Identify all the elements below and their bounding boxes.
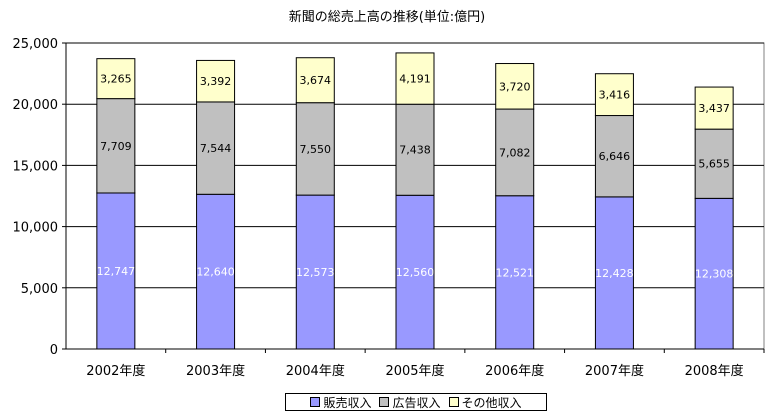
data-label: 7,082: [499, 146, 531, 159]
bar-segment: [395, 52, 435, 105]
data-label: 12,308: [695, 268, 734, 281]
y-tick-label: 10,000: [13, 221, 59, 236]
x-tick-label: 2002年度: [86, 363, 145, 379]
bar-segment: [196, 59, 236, 103]
bar-segment: [96, 98, 136, 194]
y-tick-label: 20,000: [13, 98, 59, 113]
legend-label-other: その他収入: [461, 395, 522, 410]
data-label: 3,674: [300, 74, 332, 87]
data-label: 3,720: [499, 80, 531, 93]
data-label: 12,747: [97, 265, 136, 278]
chart-title: 新聞の総売上高の推移(単位:億円): [288, 10, 486, 25]
bar-segment: [395, 103, 435, 196]
bar-segment: [594, 73, 634, 117]
data-label: 3,265: [100, 73, 132, 86]
data-label: 12,640: [196, 266, 235, 279]
data-label: 7,438: [399, 144, 431, 157]
data-label: 5,655: [698, 158, 730, 171]
chart-legend: 販売収入 広告収入 その他収入: [285, 393, 547, 411]
data-label: 12,428: [595, 267, 634, 280]
legend-item-other: その他収入: [448, 394, 522, 411]
bar-segment: [295, 57, 335, 104]
legend-swatch-advertising: [379, 397, 390, 407]
x-tick-label: 2003年度: [186, 363, 245, 379]
data-label: 6,646: [599, 150, 631, 163]
data-label: 7,709: [100, 140, 132, 153]
data-label: 12,560: [396, 266, 435, 279]
bar-segment: [295, 194, 335, 350]
y-tick-label: 15,000: [13, 159, 59, 174]
data-label: 4,191: [399, 73, 431, 86]
x-tick-label: 2008年度: [685, 363, 744, 379]
bar-segment: [196, 193, 236, 350]
data-label: 12,521: [495, 266, 534, 279]
y-tick-label: 5,000: [21, 282, 58, 297]
legend-item-advertising: 広告収入: [379, 394, 441, 411]
y-tick-label: 25,000: [13, 37, 59, 52]
legend-item-sales: 販売収入: [310, 394, 371, 411]
bar-segment: [594, 115, 634, 198]
data-label: 7,550: [300, 143, 332, 156]
data-label: 3,416: [599, 89, 631, 102]
bar-segment: [594, 196, 634, 350]
legend-swatch-sales: [310, 397, 321, 407]
legend-swatch-other: [448, 397, 459, 407]
x-tick-label: 2004年度: [286, 363, 345, 379]
bar-segment: [495, 63, 535, 110]
bar-segment: [295, 102, 335, 196]
bar-segment: [96, 58, 136, 100]
x-tick-label: 2007年度: [585, 363, 644, 379]
y-tick-label: 0: [50, 343, 58, 358]
bar-segment: [694, 86, 734, 130]
data-label: 12,573: [296, 266, 335, 279]
x-tick-label: 2006年度: [485, 363, 544, 379]
x-tick-label: 2005年度: [385, 363, 444, 379]
bar-segment: [196, 101, 236, 195]
bar-segment: [495, 195, 535, 350]
bar-segment: [495, 108, 535, 197]
legend-label-sales: 販売収入: [323, 395, 372, 410]
data-label: 7,544: [200, 142, 232, 155]
bar-segment: [694, 128, 734, 199]
data-label: 3,437: [698, 102, 730, 115]
bar-segment: [694, 197, 734, 350]
legend-label-advertising: 広告収入: [392, 395, 441, 410]
data-label: 3,392: [200, 75, 232, 88]
